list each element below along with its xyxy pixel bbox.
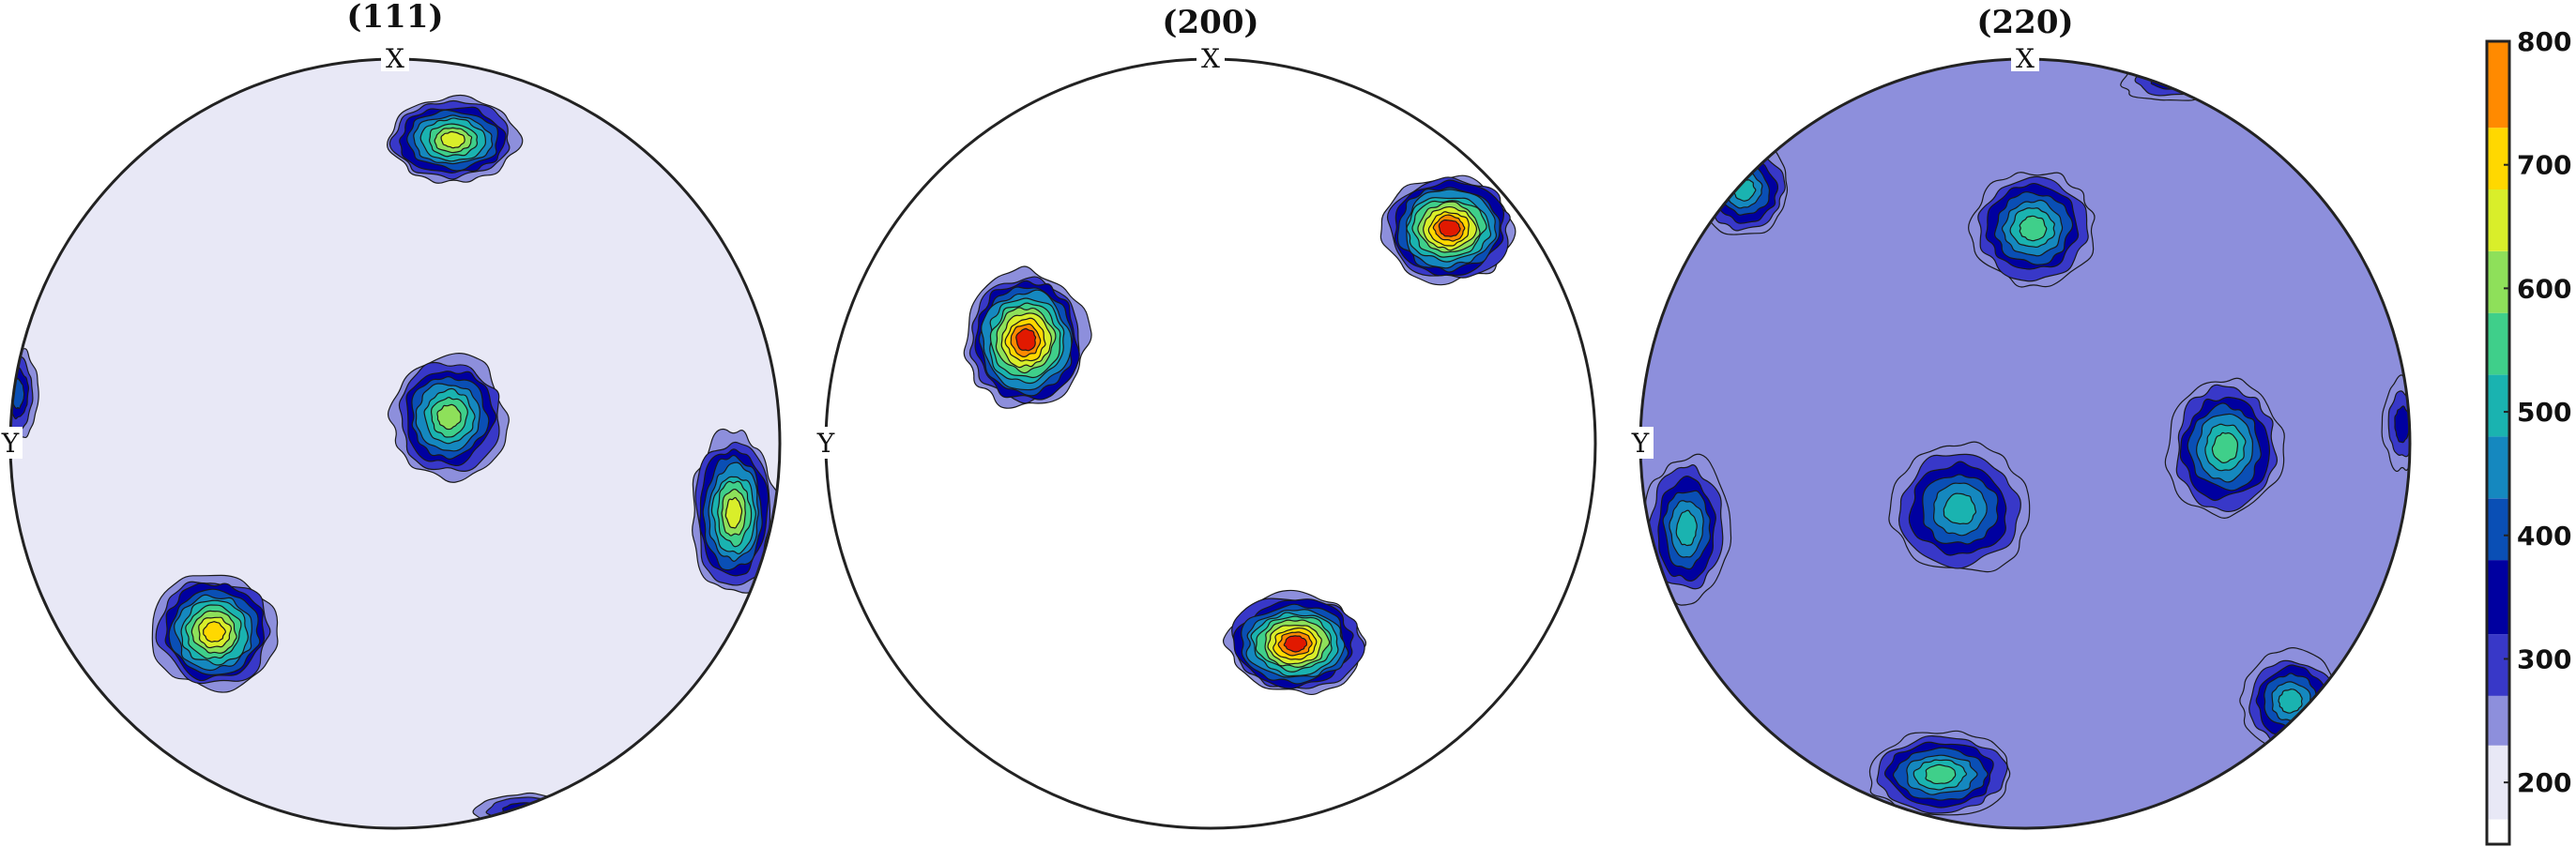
contour-band <box>203 621 226 643</box>
colorbar-segment <box>2487 374 2509 437</box>
contour-background <box>826 59 1595 828</box>
contour-band <box>1438 219 1461 237</box>
contour-band <box>500 802 560 824</box>
contour-field-220 <box>1640 59 2410 828</box>
y-axis-label-220: Y <box>1631 428 1650 459</box>
colorbar-segment <box>2487 819 2509 844</box>
contour-band <box>2019 215 2048 242</box>
colorbar-tick-label: 200 <box>2517 767 2571 798</box>
pole-figure-panel-220: (220) X Y <box>1627 4 2412 830</box>
colorbar-tick-label: 800 <box>2517 26 2571 57</box>
colorbar-tick-label: 500 <box>2517 397 2571 428</box>
panel-title-111: (111) <box>346 0 443 36</box>
contour-band <box>2211 431 2239 464</box>
contour-background <box>10 59 780 828</box>
colorbar-segment <box>2487 41 2509 129</box>
colorbar-segment <box>2487 634 2509 696</box>
x-label-box-220 <box>2011 43 2039 71</box>
y-label-box-200 <box>813 427 839 459</box>
colorbar-segment <box>2487 189 2509 251</box>
colorbar: 200 300 400 500 600 700 800 <box>2485 26 2571 846</box>
contour-band <box>1943 492 1977 525</box>
contour-band <box>1675 509 1698 547</box>
contour-field-111 <box>10 59 780 828</box>
contour-band <box>1015 327 1037 352</box>
colorbar-tick-label: 300 <box>2517 643 2571 674</box>
contour-background <box>1640 59 2410 828</box>
panel-title-220: (220) <box>1976 4 2073 41</box>
colorbar-tick-label: 600 <box>2517 273 2571 304</box>
contour-band <box>879 720 904 744</box>
colorbar-tick-label: 400 <box>2517 521 2571 552</box>
x-label-box-111 <box>381 43 409 71</box>
contour-band <box>870 712 912 753</box>
y-axis-label-111: Y <box>1 428 20 459</box>
colorbar-frame <box>2485 39 2511 846</box>
pole-figure-panel-200: (200) X Y <box>813 4 1597 830</box>
x-axis-label-220: X <box>2016 43 2035 74</box>
contour-band <box>440 130 465 149</box>
x-axis-label-200: X <box>1201 43 1220 74</box>
colorbar-segment <box>2487 696 2509 746</box>
y-label-box-111 <box>0 427 23 459</box>
contour-band <box>724 496 743 529</box>
panel-title-200: (200) <box>1162 4 1258 41</box>
colorbar-segment <box>2487 128 2509 189</box>
colorbar-segment <box>2487 560 2509 635</box>
contour-band <box>1925 764 1957 785</box>
colorbar-segment <box>2487 436 2509 499</box>
colorbar-segment <box>2487 498 2509 561</box>
colorbar-segment <box>2487 312 2509 375</box>
contour-band <box>2278 688 2303 714</box>
colorbar-segment <box>2487 250 2509 313</box>
x-label-box-200 <box>1197 43 1225 71</box>
contour-band <box>1283 635 1308 653</box>
y-axis-label-200: Y <box>816 428 835 459</box>
contour-band <box>2394 405 2410 444</box>
contour-band <box>436 403 462 431</box>
pole-figure-panel-111: (111) X Y <box>0 0 782 830</box>
y-label-box-220 <box>1627 427 1654 459</box>
contour-field-200 <box>826 59 1595 828</box>
colorbar-tick-label: 700 <box>2517 150 2571 181</box>
x-axis-label-111: X <box>386 43 404 74</box>
